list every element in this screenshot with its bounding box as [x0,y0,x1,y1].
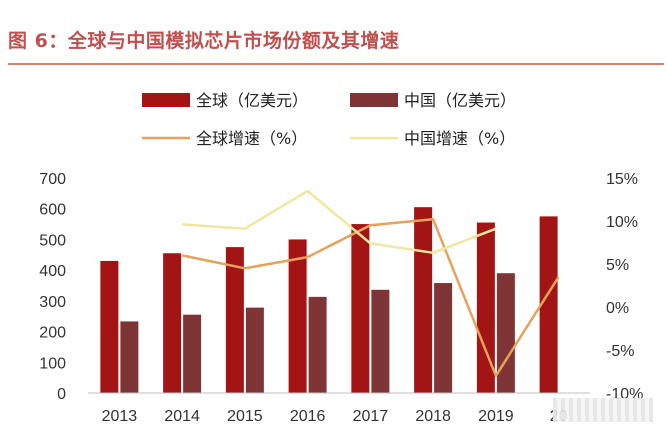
y-right-tick-label: 5% [606,257,629,274]
y-left-tick-label: 300 [39,294,66,311]
x-tick-label: 2019 [478,408,514,425]
watermark-overlay [553,398,653,422]
legend-swatch-1 [350,93,398,107]
global-bar [414,207,433,393]
legend-label-1: 中国（亿美元） [404,91,516,110]
x-tick-label: 2014 [164,408,200,425]
global-bar [225,247,244,393]
legend-label-3: 中国增速（%） [404,129,515,148]
y-right-tick-label: 15% [606,171,638,188]
x-tick-label: 2018 [415,408,451,425]
china-bar [496,273,515,393]
x-tick-label: 2017 [353,408,389,425]
legend-label-0: 全球（亿美元） [196,91,308,110]
china-bar [371,289,390,393]
global-bar [351,224,370,393]
global-bar [539,216,558,393]
y-left-tick-label: 600 [39,202,66,219]
y-left-tick-label: 500 [39,232,66,249]
y-left-tick-label: 400 [39,263,66,280]
x-tick-label: 2016 [290,408,326,425]
figure-title: 图 6：全球与中国模拟芯片市场份额及其增速 [8,30,400,52]
global-bar [288,239,307,393]
x-tick-label: 2015 [227,408,263,425]
y-right-tick-label: 0% [606,300,629,317]
y-left-tick-label: 700 [39,171,66,188]
y-left-tick-label: 200 [39,325,66,342]
y-left-tick-label: 100 [39,355,66,372]
legend-label-2: 全球增速（%） [196,129,307,148]
legend-swatch-0 [142,93,190,107]
china-bar [120,321,139,393]
y-right-tick-label: -5% [606,343,634,360]
global-bar [476,222,495,393]
y-left-tick-label: 0 [57,386,66,403]
china-bar [434,283,453,393]
china-bar [183,314,202,393]
global-bar [163,253,182,393]
global-bar [100,260,119,393]
y-right-tick-label: 10% [606,214,638,231]
china-growth-line [182,189,497,255]
x-tick-label: 2013 [102,408,138,425]
china-bar [308,296,327,393]
china-bar [245,307,264,393]
title-divider [8,63,664,65]
global-growth-line [181,218,560,378]
